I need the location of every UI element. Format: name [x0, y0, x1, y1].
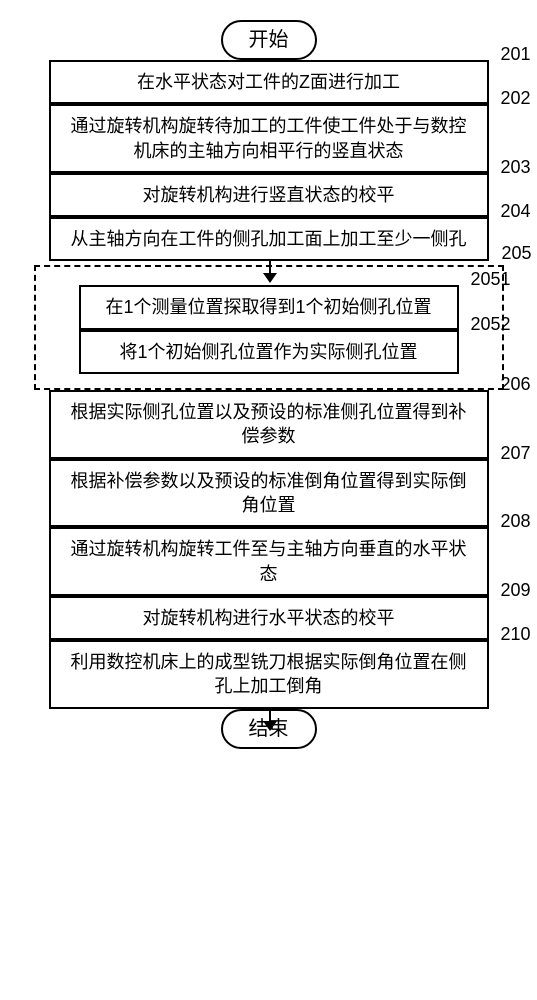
step-text: 从主轴方向在工件的侧孔加工面上加工至少一侧孔 — [71, 229, 467, 249]
step-201: 201 在水平状态对工件的Z面进行加工 — [49, 60, 489, 104]
step-210: 210 利用数控机床上的成型铣刀根据实际倒角位置在侧孔上加工倒角 — [49, 640, 489, 709]
step-num: 202 — [500, 86, 530, 110]
step-text: 对旋转机构进行水平状态的校平 — [143, 608, 395, 628]
step-num: 207 — [500, 441, 530, 465]
step-2051: 2051 在1个测量位置探取得到1个初始侧孔位置 — [79, 285, 459, 329]
start-terminal: 开始 — [221, 20, 317, 60]
step-text: 根据补偿参数以及预设的标准倒角位置得到实际倒角位置 — [71, 471, 467, 515]
step-num: 2051 — [470, 267, 510, 291]
step-text: 通过旋转机构旋转待加工的工件使工件处于与数控机床的主轴方向相平行的竖直状态 — [71, 116, 467, 160]
step-text: 在1个测量位置探取得到1个初始侧孔位置 — [105, 297, 431, 317]
step-209: 209 对旋转机构进行水平状态的校平 — [49, 596, 489, 640]
step-text: 利用数控机床上的成型铣刀根据实际倒角位置在侧孔上加工倒角 — [71, 652, 467, 696]
step-text: 根据实际侧孔位置以及预设的标准侧孔位置得到补偿参数 — [71, 402, 467, 446]
start-text: 开始 — [249, 29, 289, 51]
step-num: 206 — [500, 372, 530, 396]
step-208: 208 通过旋转机构旋转工件至与主轴方向垂直的水平状态 — [49, 527, 489, 596]
step-num: 203 — [500, 155, 530, 179]
step-num: 2052 — [470, 312, 510, 336]
step-num: 201 — [500, 42, 530, 66]
group-num: 205 — [501, 243, 531, 264]
step-num: 210 — [500, 622, 530, 646]
step-207: 207 根据补偿参数以及预设的标准倒角位置得到实际倒角位置 — [49, 459, 489, 528]
step-2052: 2052 将1个初始侧孔位置作为实际侧孔位置 — [79, 330, 459, 374]
group-205: 205 2051 在1个测量位置探取得到1个初始侧孔位置 2052 将1个初始侧… — [34, 265, 504, 390]
step-text: 对旋转机构进行竖直状态的校平 — [143, 185, 395, 205]
step-206: 206 根据实际侧孔位置以及预设的标准侧孔位置得到补偿参数 — [49, 390, 489, 459]
step-num: 208 — [500, 509, 530, 533]
step-num: 204 — [500, 199, 530, 223]
step-text: 通过旋转机构旋转工件至与主轴方向垂直的水平状态 — [71, 539, 467, 583]
step-204: 204 从主轴方向在工件的侧孔加工面上加工至少一侧孔 — [49, 217, 489, 261]
step-202: 202 通过旋转机构旋转待加工的工件使工件处于与数控机床的主轴方向相平行的竖直状… — [49, 104, 489, 173]
step-203: 203 对旋转机构进行竖直状态的校平 — [49, 173, 489, 217]
step-text: 在水平状态对工件的Z面进行加工 — [137, 72, 400, 92]
flowchart-container: 开始 201 在水平状态对工件的Z面进行加工 202 通过旋转机构旋转待加工的工… — [30, 20, 507, 749]
step-text: 将1个初始侧孔位置作为实际侧孔位置 — [119, 342, 417, 362]
step-num: 209 — [500, 578, 530, 602]
